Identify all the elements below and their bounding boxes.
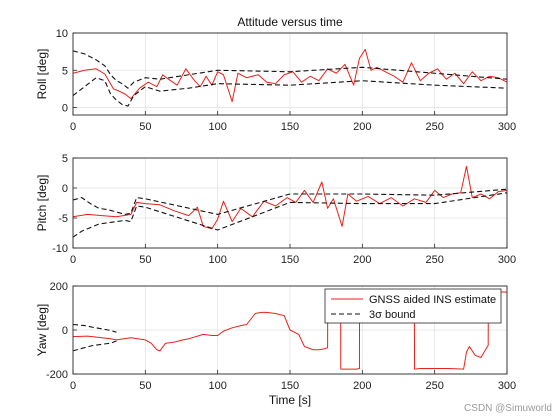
x-tick-label: 50 — [139, 254, 151, 266]
y-tick-label: -200 — [46, 369, 68, 381]
watermark-text: CSDN @Simuworld — [464, 403, 552, 414]
x-tick-label: 100 — [208, 121, 226, 133]
y-axis-label: Roll [deg] — [35, 49, 49, 100]
y-tick-label: 200 — [50, 281, 68, 293]
x-tick-label: 0 — [70, 380, 76, 392]
y-axis-label: Pitch [deg] — [35, 175, 49, 232]
x-tick-label: 200 — [353, 121, 371, 133]
x-tick-label: 0 — [70, 254, 76, 266]
upper-bound-line — [73, 188, 507, 215]
estimate-line — [73, 165, 507, 230]
y-tick-label: 0 — [62, 183, 68, 195]
lower-bound-line — [73, 340, 117, 352]
estimate-line — [73, 289, 507, 370]
x-tick-label: 100 — [208, 380, 226, 392]
legend-entry-label: GNSS aided INS estimate — [369, 294, 496, 306]
chart-title: Attitude versus time — [237, 15, 343, 29]
x-tick-label: 150 — [281, 380, 299, 392]
lower-bound-line — [73, 192, 507, 238]
legend-box — [324, 288, 502, 324]
x-tick-label: 300 — [498, 380, 516, 392]
series-group — [73, 165, 507, 238]
x-tick-label: 100 — [208, 254, 226, 266]
roll-axes: 0 50 100 150 200 250 300 0 5 10 Attitude versus ti… — [35, 15, 516, 133]
x-tick-label: 250 — [425, 121, 443, 133]
legend: GNSS aided INS estimate 3σ bound — [324, 288, 502, 324]
x-tick-label: 200 — [353, 254, 371, 266]
upper-bound-line — [73, 323, 117, 333]
y-tick-label: -10 — [52, 243, 68, 255]
y-axis-label: Yaw [deg] — [35, 304, 49, 356]
x-tick-label: 50 — [139, 121, 151, 133]
x-tick-label: 250 — [425, 380, 443, 392]
x-axis-label: Time [s] — [269, 393, 311, 407]
x-tick-label: 300 — [498, 121, 516, 133]
x-tick-label: 300 — [498, 254, 516, 266]
series-group — [73, 48, 507, 107]
x-tick-label: 150 — [281, 254, 299, 266]
x-tick-label: 200 — [353, 380, 371, 392]
y-tick-label: 0 — [62, 103, 68, 115]
y-tick-label: -5 — [58, 213, 68, 225]
estimate-line — [73, 48, 507, 103]
x-tick-label: 250 — [425, 254, 443, 266]
lower-bound-line — [73, 77, 507, 107]
series-group — [73, 289, 507, 370]
pitch-axes: 0 50 100 150 200 250 300 -10 -5 0 5 Pitch [deg] — [35, 153, 516, 266]
x-tick-label: 150 — [281, 121, 299, 133]
y-tick-label: 10 — [56, 28, 68, 40]
x-tick-label: 0 — [70, 121, 76, 133]
upper-bound-line — [73, 50, 507, 89]
y-tick-label: 5 — [62, 153, 68, 165]
y-tick-label: 0 — [62, 325, 68, 337]
legend-entry-label: 3σ bound — [369, 309, 416, 321]
y-tick-label: 5 — [62, 65, 68, 77]
x-tick-label: 50 — [139, 380, 151, 392]
